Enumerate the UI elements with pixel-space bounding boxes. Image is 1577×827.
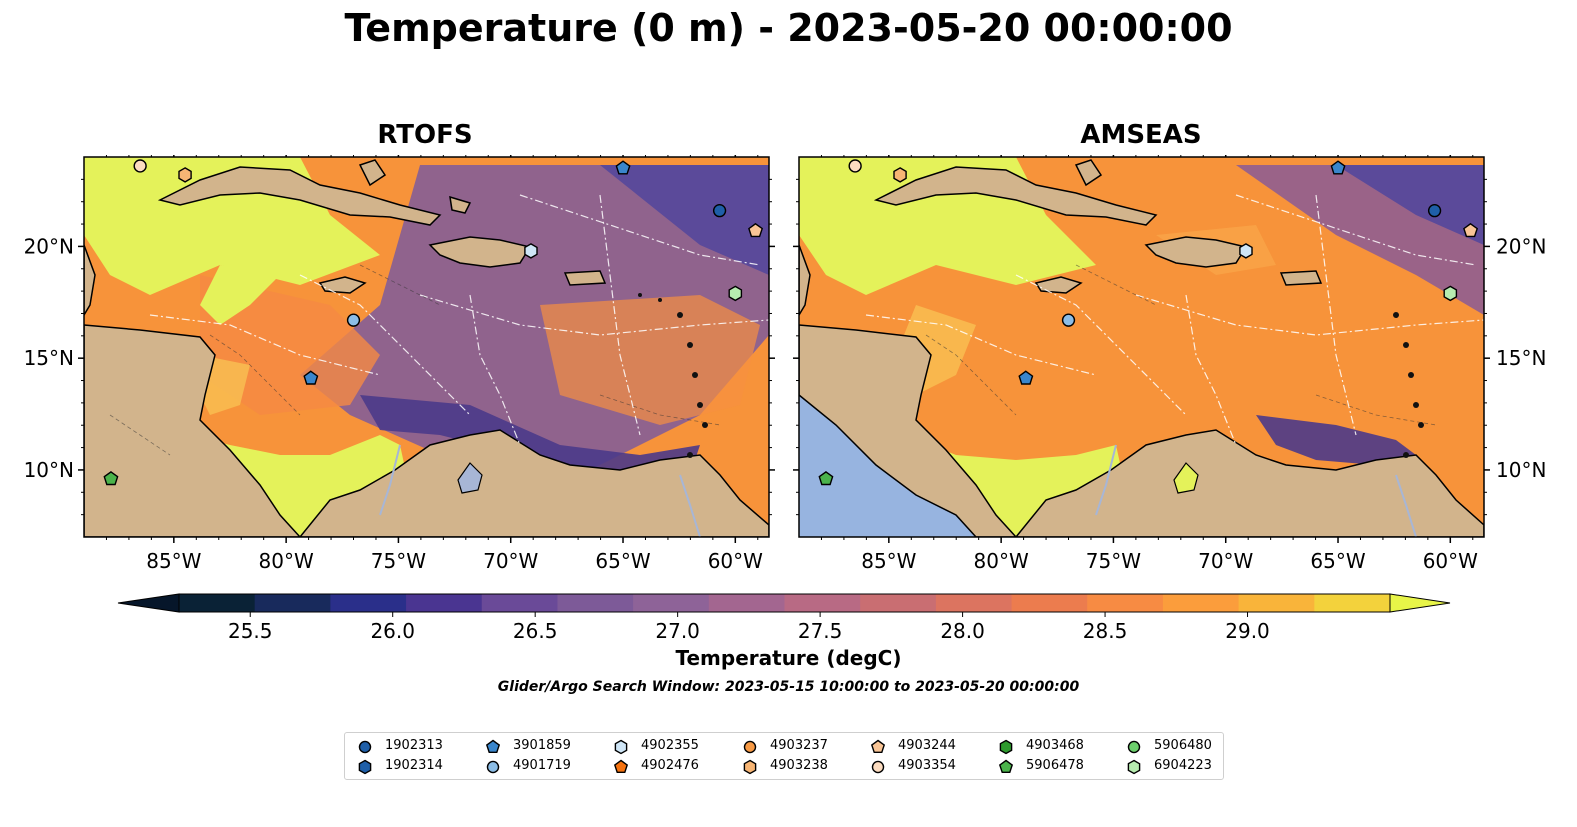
legend-label: 4903244 xyxy=(898,738,956,753)
legend-label: 4902355 xyxy=(641,738,699,753)
lat-tick-label: 20°N xyxy=(1496,234,1546,258)
float-marker-6904223 xyxy=(728,285,743,302)
float-marker-5906478 xyxy=(103,471,119,486)
float-marker-4903354 xyxy=(133,159,147,173)
legend-marker xyxy=(743,759,757,775)
float-marker-3901859 xyxy=(1330,160,1346,175)
float-marker-4901719 xyxy=(1061,313,1076,327)
legend-label: 1902314 xyxy=(385,758,443,773)
legend-marker xyxy=(871,760,885,774)
float-marker-4903354 xyxy=(848,159,862,173)
lon-tick-label: 70°W xyxy=(1198,549,1253,573)
lat-tick-label: 10°N xyxy=(1496,458,1546,482)
land-mass xyxy=(799,159,1484,537)
float-marker-4903238 xyxy=(178,167,192,183)
colorbar-tick-label: 27.5 xyxy=(798,619,843,643)
lon-tick-label: 85°W xyxy=(146,549,201,573)
legend-label: 4903354 xyxy=(898,758,956,773)
float-marker-4903244 xyxy=(748,222,764,238)
float-marker-3901859 xyxy=(303,370,319,385)
legend-marker xyxy=(1127,740,1141,754)
legend-label: 3901859 xyxy=(513,738,571,753)
float-marker-3901859 xyxy=(615,160,631,175)
legend-marker xyxy=(614,739,628,755)
hexagon-marker-icon xyxy=(1127,759,1141,775)
colorbar: 25.5 26.0 26.5 27.0 27.5 28.0 28.5 29.0 xyxy=(117,593,1451,643)
hexagon-marker-icon xyxy=(358,759,372,775)
float-marker-4903244 xyxy=(1463,222,1479,238)
lon-tick-label: 60°W xyxy=(1423,549,1478,573)
legend-marker xyxy=(485,739,501,754)
float-marker-4903238 xyxy=(893,167,907,183)
lat-tick-label: 20°N xyxy=(24,234,74,258)
colorbar-label: Temperature (degC) xyxy=(675,646,902,670)
float-marker-1902313 xyxy=(1427,203,1442,218)
legend-marker xyxy=(999,739,1013,755)
lat-tick-label: 15°N xyxy=(24,346,74,370)
pentagon-marker-icon xyxy=(870,739,886,754)
colorbar-tick-label: 28.5 xyxy=(1083,619,1128,643)
lon-tick-label: 65°W xyxy=(1310,549,1365,573)
legend-marker xyxy=(358,759,372,775)
legend-marker xyxy=(486,760,500,774)
circle-marker-icon xyxy=(871,760,885,774)
float-marker-1902313 xyxy=(712,203,727,218)
colorbar-tick-label: 25.5 xyxy=(228,619,273,643)
lon-tick-label: 75°W xyxy=(371,549,426,573)
float-marker-3901859 xyxy=(1018,370,1034,385)
lat-tick-label: 10°N xyxy=(24,458,74,482)
legend-label: 1902313 xyxy=(385,738,443,753)
colorbar-tick-label: 28.0 xyxy=(940,619,985,643)
legend-label: 4903237 xyxy=(770,738,828,753)
circle-marker-icon xyxy=(486,760,500,774)
panel-title-rtofs: RTOFS xyxy=(377,120,473,150)
legend-marker xyxy=(743,740,757,754)
float-marker-4902355 xyxy=(524,243,538,259)
legend-label: 4903238 xyxy=(770,758,828,773)
legend-label: 5906478 xyxy=(1026,758,1084,773)
legend-marker xyxy=(613,759,629,774)
panel-title-amseas: AMSEAS xyxy=(1080,120,1202,150)
float-marker-4901719 xyxy=(346,313,361,327)
hexagon-marker-icon xyxy=(999,739,1013,755)
legend: 1902313 1902314 3901859 4901719 4902355 49024… xyxy=(344,732,1224,780)
circle-marker-icon xyxy=(1127,740,1141,754)
legend-marker xyxy=(1127,759,1141,775)
map-panel-amseas: 85°W 80°W 75°W 70°W 65°W 60°W 20°N 15°N 10°N xyxy=(793,155,1546,573)
lon-tick-label: 80°W xyxy=(974,549,1029,573)
legend-label: 4901719 xyxy=(513,758,571,773)
lat-tick-label: 15°N xyxy=(1496,346,1546,370)
map-panel-rtofs: 85°W 80°W 75°W 70°W 65°W 60°W 20°N 15°N 10°N xyxy=(24,155,775,573)
legend-marker xyxy=(998,759,1014,774)
legend-marker xyxy=(870,739,886,754)
float-marker-4902355 xyxy=(1239,243,1253,259)
pentagon-marker-icon xyxy=(485,739,501,754)
colorbar-tick-label: 26.5 xyxy=(513,619,558,643)
hexagon-marker-icon xyxy=(743,759,757,775)
colorbar-tick-label: 26.0 xyxy=(370,619,415,643)
hexagon-marker-icon xyxy=(614,739,628,755)
lon-tick-label: 80°W xyxy=(259,549,314,573)
legend-label: 5906480 xyxy=(1154,738,1212,753)
circle-marker-icon xyxy=(743,740,757,754)
colorbar-tick-label: 29.0 xyxy=(1225,619,1270,643)
lon-tick-label: 65°W xyxy=(595,549,650,573)
pentagon-marker-icon xyxy=(613,759,629,774)
pentagon-marker-icon xyxy=(998,759,1014,774)
lon-tick-label: 70°W xyxy=(483,549,538,573)
search-window-subtitle: Glider/Argo Search Window: 2023-05-15 10… xyxy=(497,679,1080,695)
legend-label: 4903468 xyxy=(1026,738,1084,753)
lon-tick-label: 75°W xyxy=(1086,549,1141,573)
circle-marker-icon xyxy=(358,740,372,754)
land-mass xyxy=(84,159,769,537)
lon-tick-label: 60°W xyxy=(708,549,763,573)
float-marker-5906478 xyxy=(818,471,834,486)
colorbar-tick-label: 27.0 xyxy=(655,619,700,643)
legend-label: 4902476 xyxy=(641,758,699,773)
legend-marker xyxy=(358,740,372,754)
lon-tick-label: 85°W xyxy=(861,549,916,573)
legend-label: 6904223 xyxy=(1154,758,1212,773)
figure-title: Temperature (0 m) - 2023-05-20 00:00:00 xyxy=(344,6,1233,50)
float-marker-6904223 xyxy=(1443,285,1458,302)
